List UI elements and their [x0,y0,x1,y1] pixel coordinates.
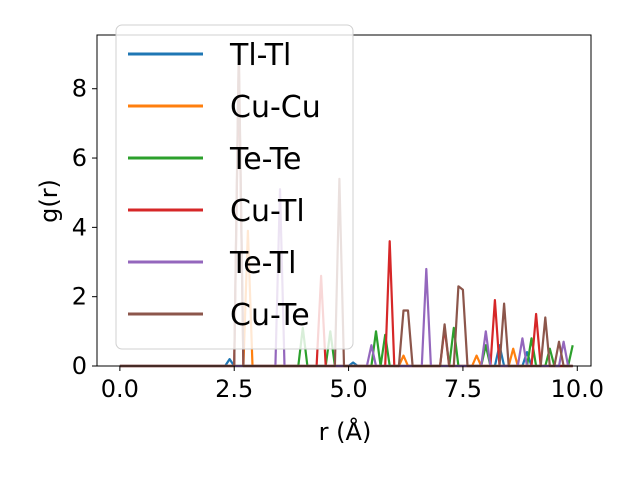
y-axis-label: g(r) [35,179,63,223]
x-axis-label: r (Å) [319,417,372,446]
legend-entry-label: Tl-Tl [229,38,291,73]
x-tick-label: 10.0 [551,375,604,403]
y-tick-label: 8 [72,75,87,103]
y-axis: 0 2 4 6 8 [72,75,97,380]
y-tick-label: 6 [72,144,87,172]
legend-entry-label: Cu-Te [230,298,310,333]
x-tick-label: 0.0 [101,375,139,403]
legend: Tl-Tl Cu-Cu Te-Te Cu-Tl Te-Tl Cu-Te [115,24,354,350]
legend-entry-label: Cu-Cu [230,90,321,125]
legend-entry-label: Te-Tl [229,246,296,281]
x-tick-label: 5.0 [329,375,367,403]
y-tick-label: 0 [72,352,87,380]
x-tick-label: 7.5 [444,375,482,403]
legend-entry-label: Cu-Tl [230,194,305,229]
legend-entry-label: Te-Te [229,142,301,177]
x-axis: 0.0 2.5 5.0 7.5 10.0 [101,366,604,403]
x-tick-label: 2.5 [215,375,253,403]
y-tick-label: 2 [72,283,87,311]
y-tick-label: 4 [72,213,87,241]
